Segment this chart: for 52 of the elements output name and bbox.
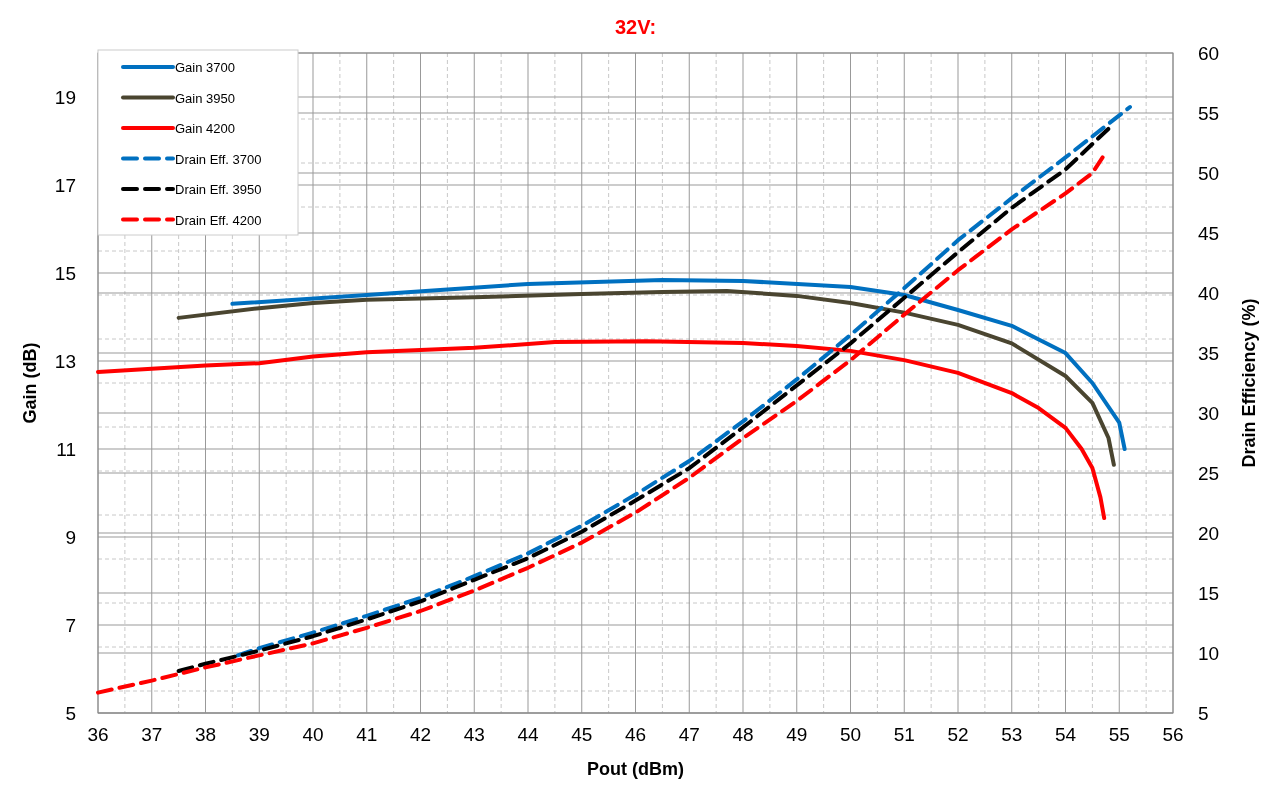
legend-label: Gain 3950	[175, 90, 235, 106]
x-tick-label: 55	[1108, 724, 1130, 745]
x-tick-label: 49	[786, 724, 808, 745]
x-tick-label: 47	[678, 724, 700, 745]
legend-label: Gain 4200	[175, 121, 235, 136]
y-tick-label: 19	[54, 87, 76, 108]
legend-label: Gain 3700	[175, 60, 235, 75]
legend-label: Drain Eff. 3700	[175, 151, 262, 167]
y-tick-label: 15	[54, 263, 76, 284]
y2-tick-label: 40	[1198, 283, 1220, 304]
x-tick-label: 46	[624, 724, 647, 745]
x-tick-label: 42	[409, 724, 432, 745]
x-tick-label: 48	[732, 724, 754, 745]
legend-label: Drain Eff. 3950	[175, 182, 262, 197]
legend-label: Drain Eff. 4200	[175, 212, 262, 228]
y-tick-label: 13	[54, 351, 76, 372]
x-tick-label: 44	[517, 724, 539, 745]
x-tick-label: 40	[302, 724, 324, 745]
y-tick-label: 7	[65, 615, 76, 636]
y2-axis-title: Drain Efficiency (%)	[1239, 298, 1259, 468]
y2-tick-label: 50	[1198, 163, 1220, 184]
y-tick-label: 17	[54, 175, 76, 196]
x-tick-label: 38	[194, 724, 217, 745]
y2-tick-label: 20	[1198, 523, 1220, 544]
x-tick-label: 39	[248, 724, 270, 745]
x-tick-label: 43	[463, 724, 485, 745]
x-tick-label: 53	[1001, 724, 1023, 745]
y2-tick-label: 30	[1198, 403, 1220, 424]
y2-tick-label: 15	[1198, 583, 1220, 604]
x-tick-label: 41	[356, 724, 378, 745]
x-tick-label: 50	[839, 724, 862, 745]
x-tick-label: 36	[87, 724, 109, 745]
y2-tick-label: 5	[1198, 703, 1209, 724]
y-axis-title: Gain (dB)	[20, 342, 40, 424]
x-tick-label: 37	[141, 724, 163, 745]
y2-tick-label: 25	[1198, 463, 1220, 484]
y2-tick-label: 55	[1198, 103, 1220, 124]
x-tick-label: 56	[1162, 724, 1184, 745]
chart-title: 32V:	[614, 16, 657, 38]
x-tick-label: 52	[947, 724, 969, 745]
y2-tick-label: 10	[1198, 643, 1220, 664]
y-tick-label: 11	[56, 439, 76, 460]
y-tick-label: 5	[65, 703, 76, 724]
line-series	[176, 289, 1116, 467]
y2-tick-label: 45	[1198, 223, 1220, 244]
y2-tick-label: 60	[1198, 43, 1220, 64]
x-tick-label: 45	[571, 724, 593, 745]
y-tick-label: 9	[65, 527, 76, 548]
y2-tick-label: 35	[1198, 343, 1220, 364]
x-tick-label: 54	[1054, 724, 1077, 745]
x-tick-label: 51	[893, 724, 915, 745]
x-axis-title: Pout (dBm)	[587, 759, 684, 779]
